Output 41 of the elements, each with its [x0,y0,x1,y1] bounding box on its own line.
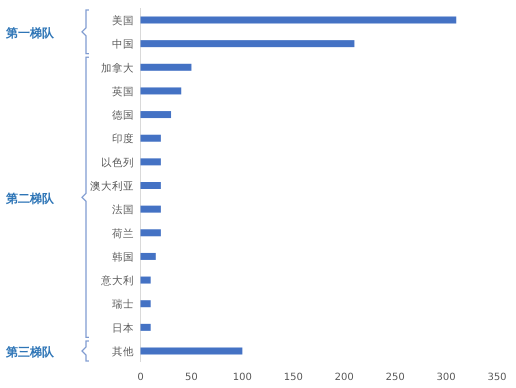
y-tick-label: 荷兰 [112,226,134,240]
y-tick-label: 法国 [112,203,134,216]
y-tick-label: 意大利 [100,274,134,288]
bar [140,206,161,213]
bar [140,348,242,354]
x-tick-label: 250 [386,372,405,383]
x-tick-label: 50 [185,372,198,383]
x-tick-label: 100 [232,372,252,383]
y-tick-label: 美国 [112,14,134,27]
text: 第一梯队 [5,26,55,40]
y-tick-label: 澳大利亚 [90,180,134,192]
x-tick-label: 200 [334,372,354,383]
bar [140,64,192,71]
bar [140,182,161,189]
y-tick-label: 韩国 [112,250,134,264]
bar [140,87,182,94]
bar [140,16,456,24]
y-tick-label: 日本 [112,321,134,334]
y-tick-label: 以色列 [101,156,134,169]
y-tick-label: 瑞士 [112,298,134,311]
x-tick-label: 0 [137,372,144,383]
x-tick-label: 300 [436,372,456,383]
x-tick-label: 150 [284,372,303,383]
bar [140,276,151,284]
text: 第二梯队 [5,191,55,206]
y-tick-label: 其他 [112,345,134,358]
bar [140,300,151,308]
bar [140,111,172,118]
bar [140,134,161,142]
bar [140,229,161,236]
y-tick-label: 印度 [112,132,134,146]
y-tick-label: 英国 [112,84,134,98]
y-tick-label: 德国 [112,110,134,122]
bar [140,40,354,48]
y-tick-label: 加拿大 [101,61,134,74]
y-tick-label: 中国 [112,38,134,51]
x-tick-label: 350 [487,372,507,383]
bar [140,252,156,260]
text: 第三梯队 [5,345,55,359]
bar [140,324,151,331]
bar [140,158,161,166]
